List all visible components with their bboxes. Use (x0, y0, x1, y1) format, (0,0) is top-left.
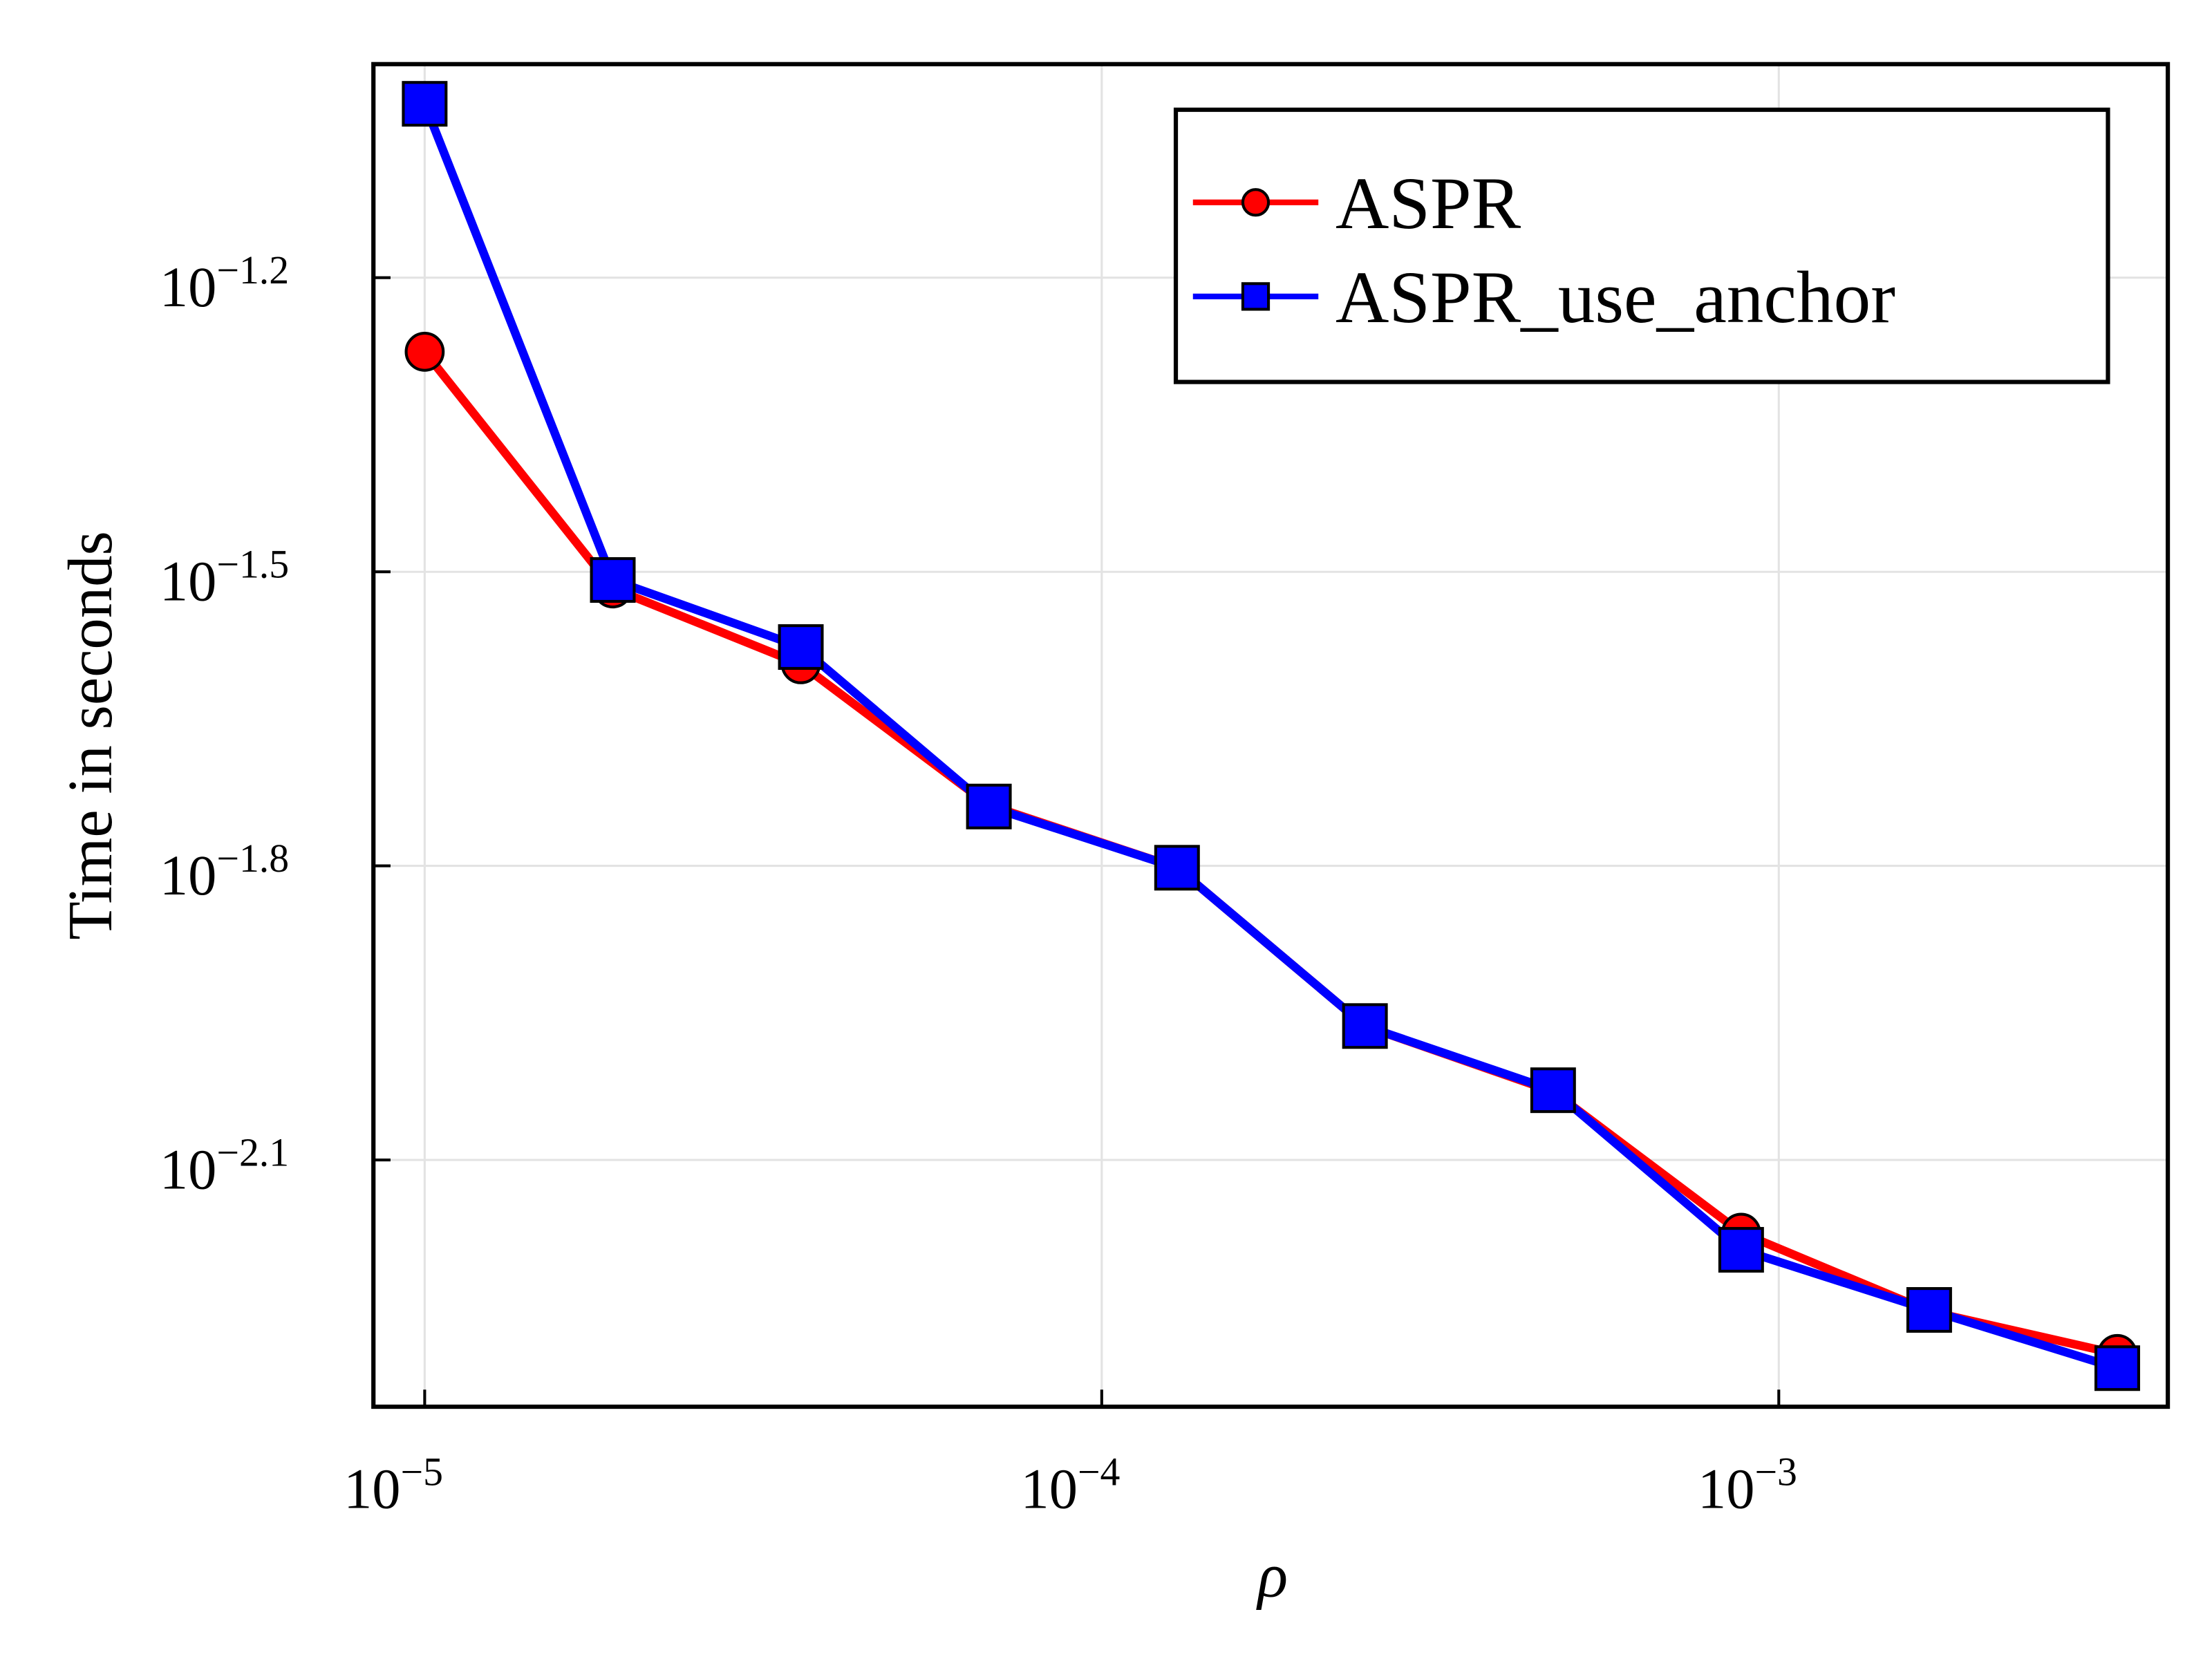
y-tick-label: 10−1.5 (160, 543, 289, 612)
x-tick-label: 10−4 (1021, 1450, 1121, 1520)
series-line (420, 102, 2119, 1373)
marker (1154, 845, 1200, 891)
y-tick-label: 10−1.8 (160, 837, 289, 907)
plot-frame (371, 62, 2171, 1409)
legend-marker (1241, 282, 1271, 311)
marker (778, 624, 824, 671)
legend-marker (1241, 188, 1271, 217)
legend-label: ASPR (1335, 162, 1521, 245)
x-tick-label: 10−3 (1698, 1450, 1797, 1520)
legend-label: ASPR_use_anchor (1335, 256, 1895, 339)
x-axis-label: ρ (1255, 1540, 1288, 1610)
legend-box (1173, 107, 2110, 384)
marker (2094, 1345, 2140, 1391)
marker (404, 332, 445, 372)
series-line (421, 349, 2119, 1358)
y-tick-label: 10−2.1 (160, 1131, 289, 1201)
x-tick-label: 10−5 (344, 1450, 443, 1520)
marker (1342, 1003, 1388, 1049)
marker (966, 783, 1012, 830)
marker (1530, 1067, 1576, 1114)
marker (590, 557, 636, 603)
marker (402, 81, 448, 127)
marker (1906, 1287, 1952, 1333)
y-tick-label: 10−1.2 (160, 249, 289, 319)
y-axis-label: Time in seconds (55, 531, 125, 939)
marker (1718, 1227, 1764, 1273)
